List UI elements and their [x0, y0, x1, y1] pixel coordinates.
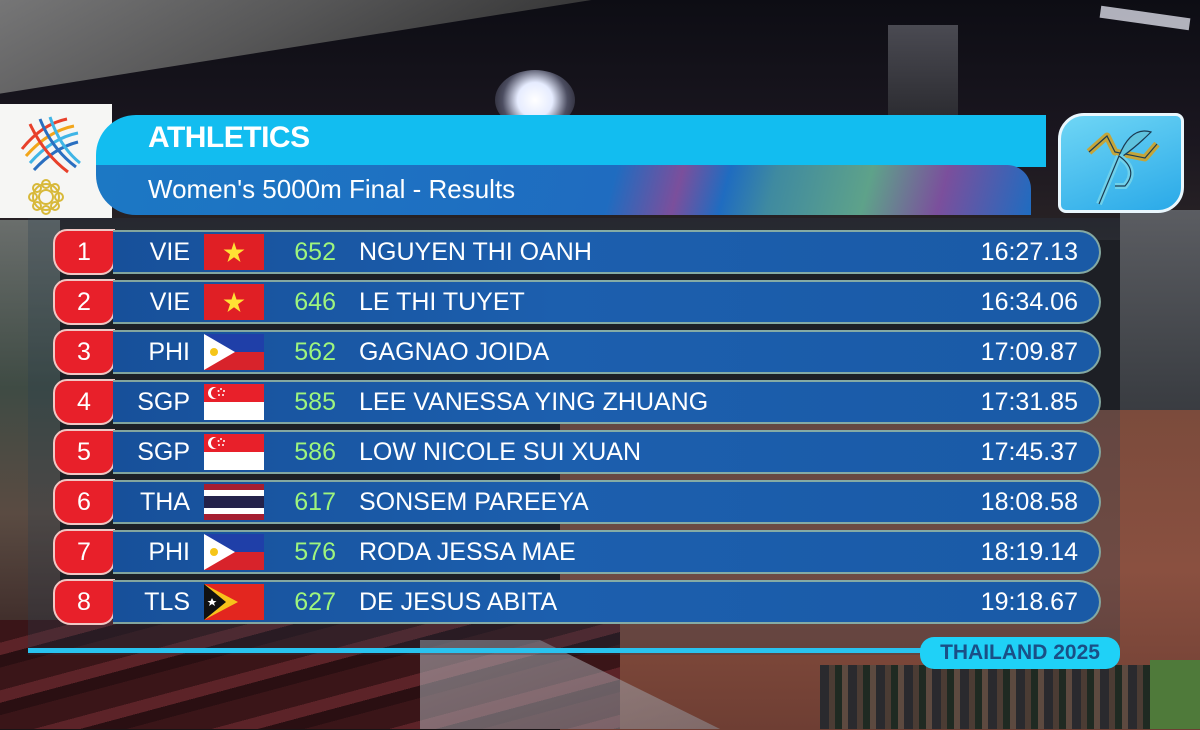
row-bar: [113, 430, 1101, 474]
finish-time: 18:08.58: [980, 488, 1078, 516]
title-bar: [96, 115, 1046, 167]
games-edition-badge: THAILAND 2025: [920, 637, 1120, 669]
row-bar: [113, 580, 1101, 624]
rank-badge: 8: [53, 579, 115, 625]
panel-bottom-line: [28, 648, 928, 653]
bib-number: 652: [294, 238, 336, 266]
photographers-crowd: [820, 665, 1200, 729]
rank-badge: 4: [53, 379, 115, 425]
noc-code: VIE: [149, 238, 190, 266]
bib-number: 617: [294, 488, 336, 516]
rank-badge: 1: [53, 229, 115, 275]
finish-time: 19:18.67: [980, 588, 1078, 616]
finish-time: 18:19.14: [980, 538, 1078, 566]
philippines-flag-icon: [204, 534, 264, 570]
event-subtitle: Women's 5000m Final - Results: [148, 174, 516, 204]
games-logo-panel: [0, 104, 112, 218]
sport-title: ATHLETICS: [148, 121, 310, 154]
athletics-pictogram-icon: [1086, 130, 1160, 206]
result-row: 3 PHI 562 GAGNAO JOIDA 17:09.87: [0, 329, 1110, 375]
result-row: 7 PHI 576 RODA JESSA MAE 18:19.14: [0, 529, 1110, 575]
singapore-flag-icon: [204, 434, 264, 470]
sea-games-logo-icon: [20, 116, 81, 215]
bib-number: 585: [294, 388, 336, 416]
vietnam-flag-icon: [204, 284, 264, 320]
vietnam-flag-icon: [204, 234, 264, 270]
row-bar: [113, 330, 1101, 374]
athlete-name: RODA JESSA MAE: [359, 538, 576, 566]
singapore-flag-icon: [204, 384, 264, 420]
row-bar: [113, 280, 1101, 324]
timor-leste-flag-icon: [204, 584, 264, 620]
athlete-name: GAGNAO JOIDA: [359, 338, 550, 366]
bib-number: 586: [294, 438, 336, 466]
rank-badge: 3: [53, 329, 115, 375]
finish-time: 17:09.87: [980, 338, 1078, 366]
row-bar: [113, 480, 1101, 524]
bib-number: 562: [294, 338, 336, 366]
athlete-name: NGUYEN THI OANH: [359, 238, 592, 266]
athlete-name: LEE VANESSA YING ZHUANG: [359, 388, 709, 416]
result-row: 8 TLS 627 DE JESUS ABITA 19:18.67: [0, 579, 1110, 625]
bib-number: 627: [294, 588, 336, 616]
thailand-flag-icon: [204, 484, 264, 520]
noc-code: PHI: [148, 538, 190, 566]
finish-time: 16:27.13: [980, 238, 1078, 266]
philippines-flag-icon: [204, 334, 264, 370]
noc-code: VIE: [149, 288, 190, 316]
noc-code: THA: [140, 488, 190, 516]
result-row: 6 THA 617 SONSEM PAREEYA 18:08.58: [0, 479, 1110, 525]
rank-badge: 6: [53, 479, 115, 525]
result-row: 2 VIE 646 LE THI TUYET 16:34.06: [0, 279, 1110, 325]
athlete-name: LE THI TUYET: [359, 288, 525, 316]
bib-number: 646: [294, 288, 336, 316]
rank-badge: 7: [53, 529, 115, 575]
athlete-name: LOW NICOLE SUI XUAN: [359, 438, 641, 466]
noc-code: SGP: [137, 438, 190, 466]
noc-code: SGP: [137, 388, 190, 416]
noc-code: TLS: [144, 588, 190, 616]
result-row: 1 VIE 652 NGUYEN THI OANH 16:27.13: [0, 229, 1110, 275]
finish-time: 17:31.85: [980, 388, 1078, 416]
city-tower: [888, 25, 958, 120]
noc-code: PHI: [148, 338, 190, 366]
bib-number: 576: [294, 538, 336, 566]
athlete-name: SONSEM PAREEYA: [359, 488, 589, 516]
result-row: 5 SGP 586 LOW NICOLE SUI XUAN 17:45.37: [0, 429, 1110, 475]
row-bar: [113, 530, 1101, 574]
rank-badge: 5: [53, 429, 115, 475]
infield-grass: [1150, 660, 1200, 729]
result-row: 4 SGP 585 LEE VANESSA YING ZHUANG 17:31.…: [0, 379, 1110, 425]
sport-pictogram-box: [1058, 113, 1184, 213]
row-bar: [113, 380, 1101, 424]
finish-time: 16:34.06: [980, 288, 1078, 316]
finish-time: 17:45.37: [980, 438, 1078, 466]
rank-badge: 2: [53, 279, 115, 325]
row-bar: [113, 230, 1101, 274]
left-stand: [0, 220, 60, 640]
subtitle-bar: [96, 165, 1031, 215]
athlete-name: DE JESUS ABITA: [359, 588, 558, 616]
